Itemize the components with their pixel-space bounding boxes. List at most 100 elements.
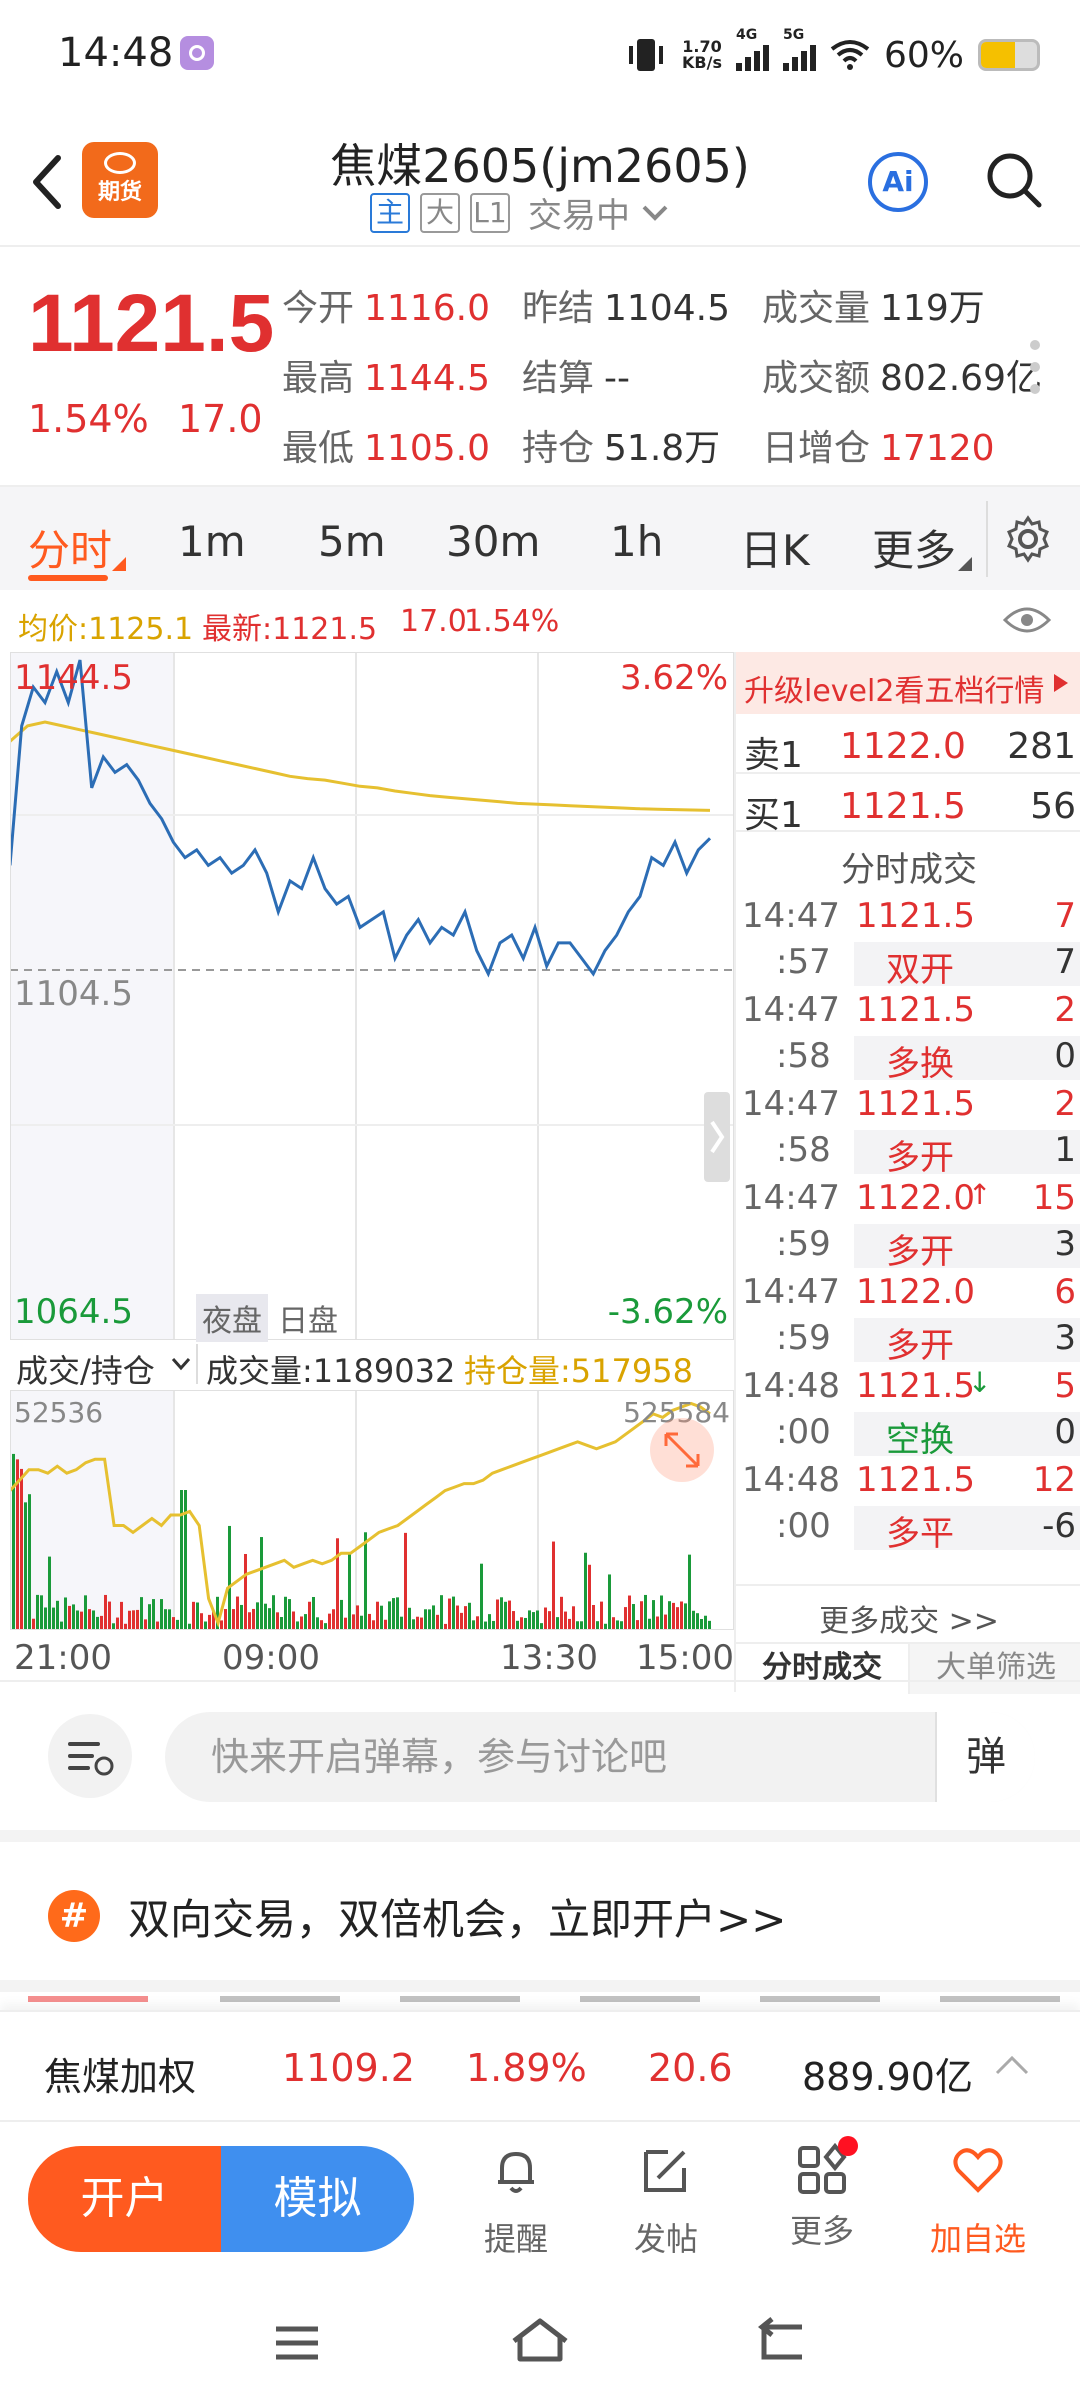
menu-icon[interactable] bbox=[272, 2323, 322, 2363]
ask-qty: 281 bbox=[1007, 726, 1076, 767]
chart-side-handle[interactable] bbox=[704, 1092, 730, 1182]
price-line bbox=[8, 659, 712, 978]
x-axis: 21:00 09:00 13:30 15:00 bbox=[10, 1630, 734, 1680]
period-tabs: 分时 1m 5m 30m 1h 日K 更多 bbox=[0, 485, 1080, 590]
tick-seconds: :00 bbox=[776, 1412, 831, 1452]
quote-field-label: 日增仓 bbox=[762, 428, 871, 469]
tab-big-orders[interactable]: 大单筛选 bbox=[908, 1644, 1080, 1694]
volume-bar bbox=[580, 1621, 583, 1630]
tab-5m[interactable]: 5m bbox=[318, 517, 386, 566]
volume-bar bbox=[524, 1617, 527, 1630]
more-dots-icon[interactable] bbox=[1028, 337, 1042, 397]
volume-bar bbox=[168, 1609, 171, 1630]
arrow-down-icon: ↓ bbox=[968, 1366, 992, 1399]
volume-bar bbox=[492, 1620, 495, 1630]
danmu-settings-button[interactable] bbox=[48, 1714, 132, 1798]
nav-remind[interactable]: 提醒 bbox=[456, 2142, 576, 2260]
volume-bar bbox=[284, 1596, 287, 1630]
volume-header: 成交/持仓 成交量:1189032 持仓量:517958 bbox=[10, 1340, 734, 1390]
volume-bar bbox=[648, 1618, 651, 1630]
chevron-up-icon[interactable] bbox=[994, 2054, 1030, 2076]
volume-bar bbox=[520, 1617, 523, 1630]
simulate-button[interactable]: 模拟 bbox=[221, 2146, 414, 2252]
volume-bar bbox=[468, 1602, 471, 1630]
weighted-index-row[interactable]: 焦煤加权 1109.2 1.89% 20.6 889.90亿 bbox=[0, 2010, 1080, 2120]
tick-price: 1121.5 bbox=[856, 990, 975, 1030]
x-label-0900: 09:00 bbox=[222, 1638, 320, 1678]
volume-bar bbox=[132, 1610, 135, 1630]
tick-type: 多换 bbox=[886, 1044, 954, 1084]
tick-price: 1121.5 bbox=[856, 896, 975, 936]
tick-type-bg bbox=[854, 1318, 1080, 1362]
ask-price: 1122.0 bbox=[840, 726, 966, 767]
danmu-input[interactable]: 快来开启弹幕，参与讨论吧 弹 bbox=[165, 1712, 1035, 1802]
tick-time: 14:48 bbox=[742, 1460, 840, 1500]
volume-bar bbox=[484, 1621, 487, 1630]
more-ticks-link[interactable]: 更多成交 >> bbox=[819, 1604, 999, 1639]
price-chart[interactable]: 1144.5 1104.5 1064.5 3.62% -3.62% 夜盘 日盘 bbox=[8, 651, 735, 1342]
bell-icon bbox=[498, 2151, 534, 2193]
volume-bar bbox=[696, 1613, 699, 1630]
volume-selector[interactable]: 成交/持仓 bbox=[16, 1352, 155, 1390]
home-icon[interactable] bbox=[508, 2315, 572, 2369]
logo-label: 期货 bbox=[97, 180, 142, 205]
tab-timeshare[interactable]: 分时 bbox=[28, 526, 113, 575]
quote-field-label: 结算 bbox=[522, 358, 595, 399]
volume-bar bbox=[340, 1599, 343, 1630]
upgrade-banner[interactable]: 升级level2看五档行情 bbox=[736, 652, 1080, 714]
volume-bar bbox=[320, 1620, 323, 1630]
tick-price: 1122.0 bbox=[856, 1178, 975, 1218]
volume-bar bbox=[192, 1601, 195, 1630]
gear-icon[interactable] bbox=[1004, 515, 1052, 563]
tab-1m[interactable]: 1m bbox=[178, 517, 246, 566]
tick-type-bg bbox=[854, 942, 1080, 986]
volume-bar bbox=[532, 1612, 535, 1630]
open-account-button[interactable]: 开户 bbox=[28, 2146, 221, 2252]
expand-icon[interactable] bbox=[650, 1418, 714, 1482]
promo-banner[interactable]: # 双向交易，双倍机会，立即开户>> bbox=[0, 1830, 1080, 1980]
volume-bar bbox=[592, 1604, 595, 1630]
contract-tags[interactable]: 主 大 L1 交易中 bbox=[370, 188, 670, 237]
tick-price: 1121.5 bbox=[856, 1460, 975, 1500]
volume-value: 成交量:1189032 bbox=[206, 1352, 456, 1390]
nav-post[interactable]: 发帖 bbox=[606, 2142, 726, 2260]
volume-bar bbox=[268, 1608, 271, 1630]
ai-assistant-button[interactable]: Ai bbox=[868, 152, 928, 212]
nav-more[interactable]: 更多 bbox=[762, 2136, 882, 2252]
quote-field-label: 昨结 bbox=[522, 288, 595, 329]
back-icon[interactable] bbox=[752, 2317, 808, 2363]
volume-bar bbox=[200, 1613, 203, 1630]
volume-bar bbox=[292, 1611, 295, 1630]
summary-name: 焦煤加权 bbox=[44, 2055, 197, 2099]
tab-30m[interactable]: 30m bbox=[446, 517, 541, 566]
wifi-icon bbox=[830, 40, 870, 70]
tab-dayk[interactable]: 日K bbox=[740, 526, 810, 575]
volume-bar bbox=[280, 1617, 283, 1630]
status-time: 14:48 bbox=[58, 30, 174, 76]
volume-bar bbox=[688, 1554, 691, 1630]
quote-field: 结算 -- bbox=[522, 349, 630, 401]
tab-more[interactable]: 更多 bbox=[872, 526, 957, 575]
volume-bar bbox=[52, 1607, 55, 1630]
eye-icon[interactable] bbox=[1002, 604, 1052, 636]
volume-bar bbox=[692, 1610, 695, 1630]
edit-icon bbox=[644, 2150, 686, 2192]
volume-bar bbox=[448, 1598, 451, 1630]
tick-row: 14:47:57 1121.5 7 双开 7 bbox=[736, 896, 1080, 990]
search-icon[interactable] bbox=[984, 150, 1044, 210]
danmu-toggle-button[interactable]: 弹 bbox=[935, 1712, 1035, 1802]
back-arrow-icon[interactable] bbox=[28, 152, 68, 212]
volume-chart[interactable]: 52536 525584 bbox=[8, 1389, 735, 1631]
volume-bar bbox=[404, 1532, 407, 1630]
tab-ticks[interactable]: 分时成交 bbox=[762, 1650, 882, 1685]
tab-1h[interactable]: 1h bbox=[610, 517, 664, 566]
volume-bar bbox=[196, 1602, 199, 1630]
volume-bar bbox=[536, 1610, 539, 1630]
bid-label: 买1 bbox=[744, 795, 803, 836]
session-night-label: 夜盘 bbox=[196, 1294, 268, 1342]
nav-add-watchlist[interactable]: 加自选 bbox=[918, 2142, 1038, 2260]
tick-oi-change: 1 bbox=[1054, 1130, 1076, 1170]
hashtag-icon: # bbox=[48, 1890, 100, 1942]
volume-bar bbox=[112, 1623, 115, 1630]
volume-bar bbox=[440, 1595, 443, 1630]
